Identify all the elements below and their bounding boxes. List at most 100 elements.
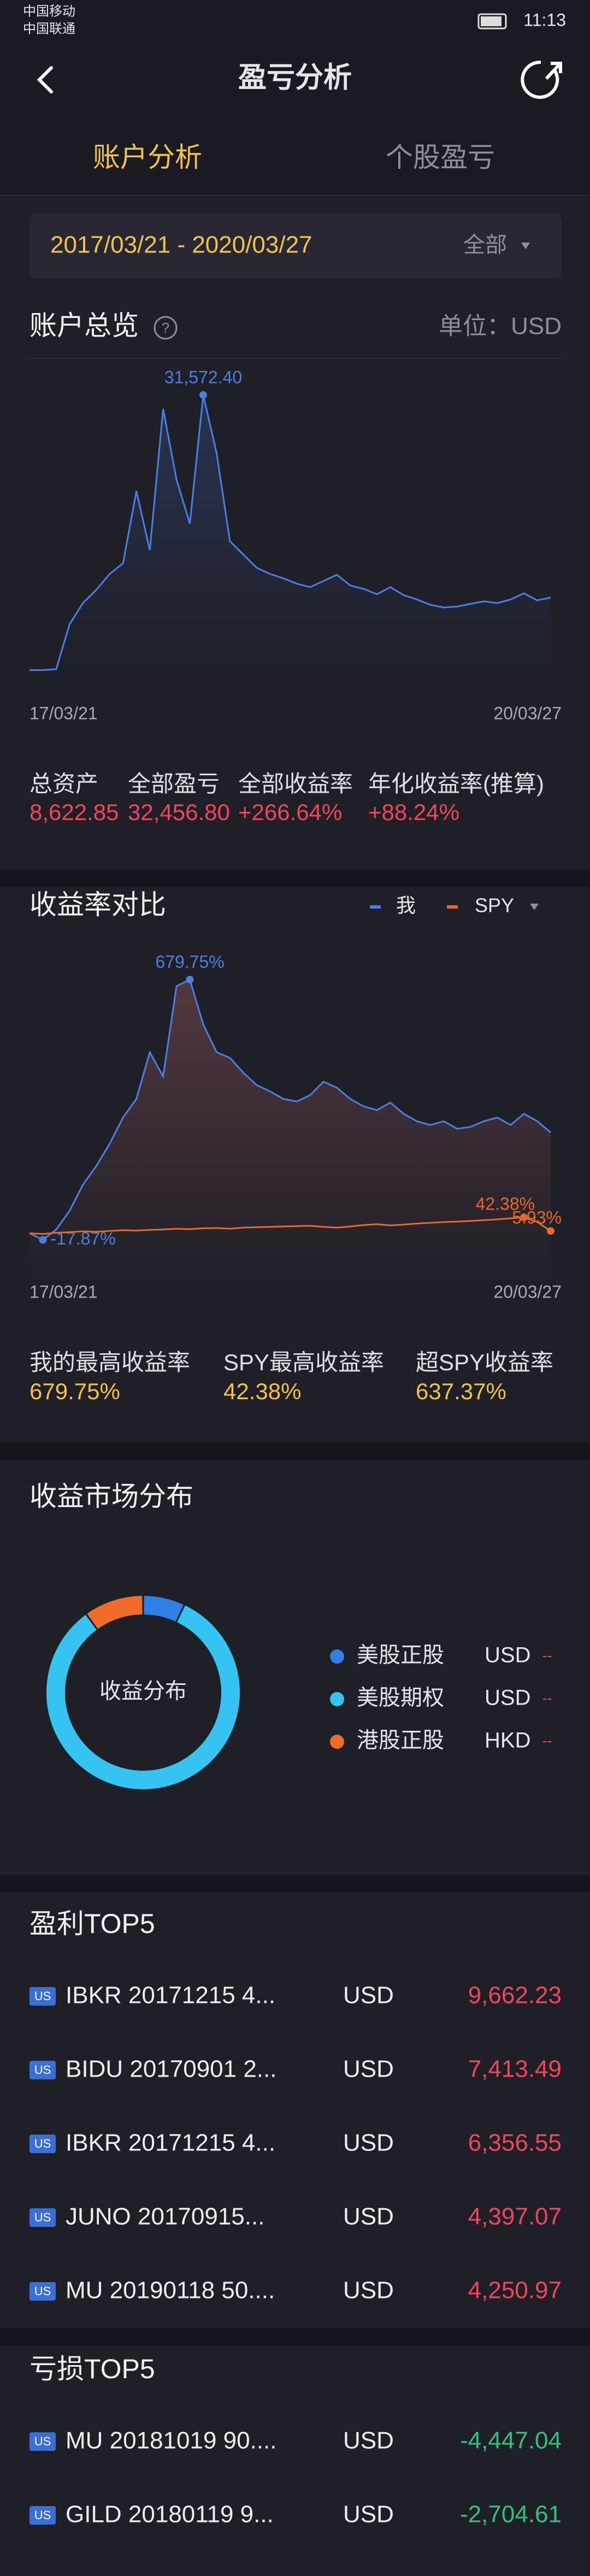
list-row[interactable]: US IBKR 20171215 4... USD 9,662.23 xyxy=(30,1982,562,2009)
back-button[interactable] xyxy=(37,66,53,93)
market-badge xyxy=(30,2506,56,2525)
legend-label: 我 xyxy=(396,894,416,917)
section-title: 收益率对比 xyxy=(30,889,166,920)
distribution-donut: 美股正股 USD -- 美股期权 USD -- 港股正股 HKD -- 收益分布 xyxy=(46,1596,552,1789)
stock-name: GILD 20180119 9... xyxy=(66,2501,274,2528)
profit-list: US IBKR 20171215 4... USD 9,662.23 US BIDU 20… xyxy=(30,1982,562,2304)
market-badge xyxy=(30,2282,56,2301)
stat-value: 679.75% xyxy=(30,1378,120,1404)
legend-label: 美股正股 xyxy=(357,1643,444,1667)
x-tick-label: 17/03/21 xyxy=(30,1282,98,1301)
legend-currency: HKD xyxy=(485,1729,530,1753)
header-bg xyxy=(0,0,590,197)
share-button[interactable] xyxy=(521,60,562,99)
currency: USD xyxy=(343,2056,394,2083)
x-tick-label: 20/03/27 xyxy=(493,703,562,723)
stat-label: 超SPY收益率 xyxy=(416,1349,553,1375)
comparison-stats: 我的最高收益率 679.75% SPY最高收益率 42.38% 超SPY收益率 637.3… xyxy=(30,1349,553,1404)
amount: -2,704.61 xyxy=(460,2501,562,2528)
market-badge xyxy=(30,2135,56,2153)
line xyxy=(29,1216,551,1235)
stat-value: 637.37% xyxy=(416,1378,506,1404)
market-badge xyxy=(30,2432,56,2451)
donut-center-label: 收益分布 xyxy=(99,1679,187,1703)
legend-label: 美股期权 xyxy=(357,1686,444,1710)
date-selector[interactable] xyxy=(30,213,562,279)
legend-dot xyxy=(330,1735,344,1749)
badge-text: US xyxy=(34,2508,51,2522)
currency: USD xyxy=(343,2130,394,2156)
donut-segment xyxy=(143,1596,184,1622)
list-row[interactable]: US JUNO 20170915... USD 4,397.07 xyxy=(30,2203,562,2230)
tab[interactable]: 个股盈亏 xyxy=(386,142,495,173)
value-label: 679.75% xyxy=(155,952,224,971)
value-label: 42.38% xyxy=(476,1194,535,1214)
badge-text: US xyxy=(34,2063,51,2077)
legend-amount: -- xyxy=(542,1690,552,1706)
amount: 6,356.55 xyxy=(468,2130,562,2156)
legend-label: SPY xyxy=(475,894,514,917)
donut-segment xyxy=(46,1605,240,1789)
badge-text: US xyxy=(34,1989,51,2003)
return-chart: -17.87%679.75%42.38%5.93%17/03/21 20/03/2… xyxy=(29,952,562,1301)
list-row[interactable]: US IBKR 20171215 4... USD 6,356.55 xyxy=(30,2130,562,2156)
stock-name: MU 20190118 50.... xyxy=(66,2277,275,2304)
legend: 我 SPY xyxy=(370,894,539,917)
list-row[interactable]: US MU 20181019 90.... USD -4,447.04 xyxy=(30,2427,562,2454)
dropdown-icon xyxy=(521,243,530,249)
value-label: 31,572.40 xyxy=(164,368,242,387)
point xyxy=(199,391,207,399)
list-row[interactable]: US BIDU 20170901 2... USD 7,413.49 xyxy=(30,2056,562,2083)
amount: 4,250.97 xyxy=(468,2277,562,2304)
stock-name: IBKR 20171215 4... xyxy=(66,1982,275,2009)
help-icon[interactable] xyxy=(154,316,178,340)
stat-label: 全部收益率 xyxy=(238,771,353,797)
legend-currency: USD xyxy=(485,1686,530,1710)
section-title: 亏损TOP5 xyxy=(30,2354,155,2384)
list-row[interactable]: US MU 20190118 50.... USD 4,250.97 xyxy=(30,2277,562,2304)
nav-title: 盈亏分析 xyxy=(238,62,352,94)
list-row[interactable]: US GILD 20180119 9... USD -2,704.61 xyxy=(30,2501,562,2528)
legend-dot xyxy=(330,1692,344,1706)
date-range: 2017/03/21 - 2020/03/27 xyxy=(50,232,312,258)
amount: 9,662.23 xyxy=(468,1982,562,2009)
market-badge xyxy=(30,1987,56,2006)
stat-value: +88.24% xyxy=(368,799,459,825)
carrier: 中国移动 xyxy=(23,4,75,19)
badge-text: US xyxy=(34,2434,51,2448)
separator xyxy=(0,1442,590,1460)
point xyxy=(39,1236,47,1244)
separator xyxy=(0,2329,590,2346)
stat-value: +266.64% xyxy=(238,799,342,825)
point xyxy=(547,1227,554,1235)
stock-name: BIDU 20170901 2... xyxy=(66,2056,276,2083)
amount: 7,413.49 xyxy=(468,2056,562,2083)
area xyxy=(30,980,551,1282)
account-chart: 31,572.40 17/03/21 20/03/27 xyxy=(30,368,562,723)
stat-value: 42.38% xyxy=(223,1378,301,1404)
battery xyxy=(477,13,507,30)
filter[interactable]: 全部 xyxy=(463,233,507,257)
legend-amount: -- xyxy=(542,1647,552,1664)
loss-list: US MU 20181019 90.... USD -4,447.04 US GILD 2… xyxy=(30,2427,562,2528)
point xyxy=(520,1213,528,1222)
section-title: 盈利TOP5 xyxy=(30,1908,155,1939)
carrier: 中国联通 xyxy=(23,21,75,36)
value-label: 5.93% xyxy=(512,1208,562,1228)
point xyxy=(186,975,194,983)
x-tick-label: 20/03/27 xyxy=(493,1282,562,1301)
currency: USD xyxy=(343,2427,394,2454)
badge-text: US xyxy=(34,2284,51,2298)
stock-name: JUNO 20170915... xyxy=(66,2203,264,2230)
market-badge xyxy=(30,2061,56,2079)
line xyxy=(29,978,551,1241)
tab-active[interactable]: 账户分析 xyxy=(93,142,202,173)
badge-text: US xyxy=(34,2137,51,2150)
dropdown-icon xyxy=(530,904,539,910)
area xyxy=(30,395,551,674)
legend-dot xyxy=(330,1649,344,1664)
battery-level xyxy=(481,16,502,26)
